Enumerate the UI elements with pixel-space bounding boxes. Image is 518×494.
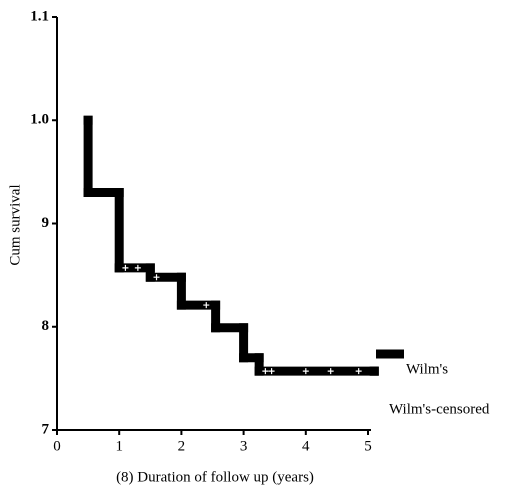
legend-label: Wilm's bbox=[406, 361, 448, 377]
y-tick-label: 9 bbox=[42, 215, 50, 231]
y-tick-label: 7 bbox=[42, 421, 50, 437]
y-axis-label: Cum survival bbox=[7, 184, 23, 265]
x-tick-label: 2 bbox=[178, 438, 186, 454]
censor-mark bbox=[122, 264, 129, 271]
censor-mark bbox=[134, 264, 141, 271]
legend-label: Wilm's-censored bbox=[389, 401, 490, 417]
censor-mark bbox=[203, 302, 210, 309]
y-tick-label: 1.1 bbox=[30, 8, 49, 24]
censor-mark bbox=[302, 368, 309, 375]
y-tick-label: 8 bbox=[42, 318, 50, 334]
censor-mark bbox=[327, 368, 334, 375]
x-tick-label: 4 bbox=[302, 438, 310, 454]
x-tick-label: 0 bbox=[53, 438, 61, 454]
censor-mark bbox=[355, 368, 362, 375]
censor-mark bbox=[262, 368, 269, 375]
x-tick-label: 5 bbox=[364, 438, 372, 454]
x-tick-label: 1 bbox=[115, 438, 123, 454]
y-tick-label: 1.0 bbox=[30, 112, 49, 128]
censor-mark bbox=[153, 274, 160, 281]
x-axis-label: (8) Duration of follow up (years) bbox=[116, 469, 314, 485]
censor-mark bbox=[268, 368, 275, 375]
x-tick-label: 3 bbox=[240, 438, 248, 454]
